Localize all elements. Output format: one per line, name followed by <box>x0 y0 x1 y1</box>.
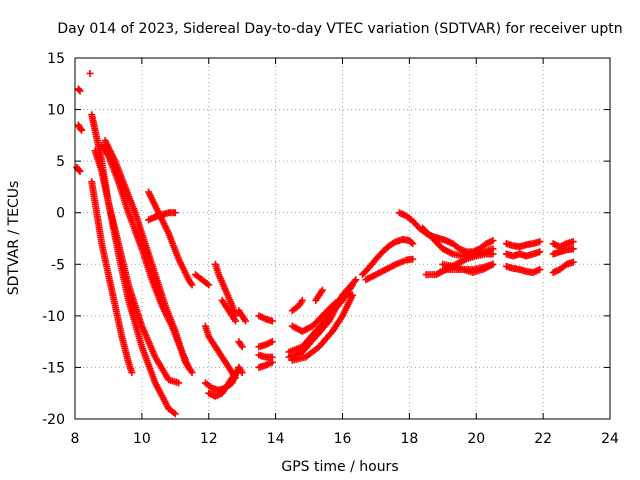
series-track-25 <box>288 296 306 315</box>
data-point <box>76 87 84 95</box>
x-tick-label: 14 <box>267 431 285 447</box>
series-track-28 <box>285 276 360 361</box>
data-point <box>536 248 544 256</box>
data-point <box>268 358 276 366</box>
data-point <box>489 237 497 245</box>
data-point <box>128 369 136 377</box>
axis-ticks: 8 10 12 14 16 18 20 22 24 -20 -15 -10 -5 0 5 10 15 <box>42 51 619 447</box>
data-point <box>238 343 246 351</box>
x-tick-label: 12 <box>200 431 218 447</box>
data-point <box>569 258 577 266</box>
data-point <box>489 260 497 268</box>
data-points <box>73 69 577 418</box>
data-point <box>536 265 544 273</box>
series-track-41 <box>549 238 577 251</box>
series-track-29 <box>288 291 357 364</box>
series-track-19 <box>235 338 246 351</box>
data-point <box>188 281 196 289</box>
x-tick-label: 24 <box>601 431 619 447</box>
series-track-15 <box>205 369 239 400</box>
data-point <box>232 317 239 325</box>
data-point <box>175 379 183 387</box>
series-track-20 <box>235 363 246 377</box>
x-tick-label: 10 <box>133 431 151 447</box>
data-point <box>232 369 239 377</box>
data-point <box>569 245 577 253</box>
data-point <box>76 167 84 175</box>
x-tick-label: 20 <box>467 431 485 447</box>
data-point <box>171 410 179 418</box>
data-point <box>408 239 416 247</box>
series-track-24 <box>255 358 276 371</box>
series-track-43 <box>549 258 577 277</box>
y-tick-label: -5 <box>51 257 65 273</box>
x-tick-label: 22 <box>534 431 552 447</box>
series-track-37 <box>439 260 497 277</box>
grid <box>75 58 610 419</box>
data-point <box>569 238 577 246</box>
data-point <box>409 240 417 248</box>
series-track-7 <box>88 178 136 377</box>
data-point <box>77 125 85 133</box>
data-point <box>349 291 357 299</box>
x-axis-label: GPS time / hours <box>281 459 398 475</box>
chart-title: Day 014 of 2023, Sidereal Day-to-day VTE… <box>57 21 622 37</box>
series-track-2 <box>74 85 84 95</box>
series-track-39 <box>502 248 544 260</box>
data-point <box>298 296 306 304</box>
series-track-40 <box>502 262 544 277</box>
data-point <box>78 126 86 134</box>
data-point <box>205 281 213 289</box>
x-tick-label: 16 <box>334 431 352 447</box>
data-point <box>75 86 83 94</box>
data-point <box>536 238 544 246</box>
y-tick-label: -10 <box>42 309 65 325</box>
data-point <box>242 317 250 325</box>
y-tick-label: -15 <box>42 360 65 376</box>
series-track-9 <box>101 137 196 377</box>
data-point <box>86 69 94 77</box>
series-track-17 <box>218 296 239 325</box>
data-point <box>489 250 497 258</box>
series-track-13 <box>201 322 239 382</box>
series-track-32 <box>362 255 417 284</box>
series-track-18 <box>235 307 250 325</box>
data-point <box>238 369 246 377</box>
y-tick-label: 5 <box>56 154 65 170</box>
series-track-31 <box>359 236 417 279</box>
series-track-38 <box>502 238 544 251</box>
y-axis-label: SDTVAR / TECUs <box>6 181 22 296</box>
series-track-21 <box>255 312 276 325</box>
series-track-6 <box>91 147 183 387</box>
y-tick-label: -20 <box>42 412 65 428</box>
data-point <box>352 276 360 284</box>
x-tick-label: 18 <box>400 431 418 447</box>
series-track-4 <box>86 69 94 77</box>
series-track-3 <box>74 121 86 134</box>
series-track-23 <box>255 351 276 361</box>
series-track-11 <box>145 188 196 289</box>
y-tick-label: 0 <box>56 206 65 222</box>
series-track-42 <box>549 245 577 258</box>
series-track-1 <box>73 163 84 175</box>
x-tick-label: 8 <box>71 431 80 447</box>
y-tick-label: 15 <box>47 51 65 67</box>
y-tick-label: 10 <box>47 103 65 119</box>
data-point <box>268 317 276 325</box>
series-track-22 <box>255 338 276 351</box>
series-track-30 <box>312 286 326 304</box>
data-point <box>188 369 196 377</box>
data-point <box>171 209 179 217</box>
data-point <box>268 338 276 346</box>
series-track-12 <box>191 271 213 289</box>
data-point <box>318 286 326 294</box>
data-point <box>75 166 83 174</box>
data-point <box>409 255 417 263</box>
